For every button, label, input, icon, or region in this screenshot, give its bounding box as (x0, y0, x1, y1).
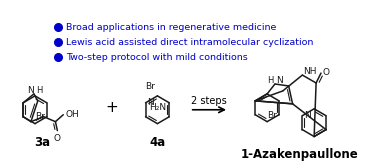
Text: Br: Br (35, 112, 45, 121)
Text: NH: NH (304, 67, 317, 76)
Text: 4a: 4a (149, 136, 166, 149)
Text: H: H (268, 76, 274, 84)
Text: 1-Azakenpaullone: 1-Azakenpaullone (240, 148, 358, 161)
Text: 3a: 3a (34, 136, 50, 149)
Text: Two-step protocol with mild conditions: Two-step protocol with mild conditions (66, 53, 248, 62)
Text: N: N (27, 86, 34, 95)
Text: O: O (323, 68, 330, 77)
Text: Broad applications in regenerative medicine: Broad applications in regenerative medic… (66, 23, 277, 32)
Text: N: N (147, 98, 154, 107)
Text: 2 steps: 2 steps (192, 96, 227, 106)
Text: N: N (304, 111, 311, 120)
Text: Lewis acid assisted direct intramolecular cyclization: Lewis acid assisted direct intramolecula… (66, 38, 314, 47)
Text: O: O (54, 133, 61, 143)
Text: H: H (36, 86, 42, 95)
Text: Br: Br (267, 111, 277, 120)
Text: OH: OH (65, 110, 79, 119)
Text: Br: Br (146, 82, 155, 91)
Text: +: + (105, 100, 118, 115)
Text: N: N (276, 76, 283, 84)
Text: H₂N: H₂N (149, 103, 166, 112)
